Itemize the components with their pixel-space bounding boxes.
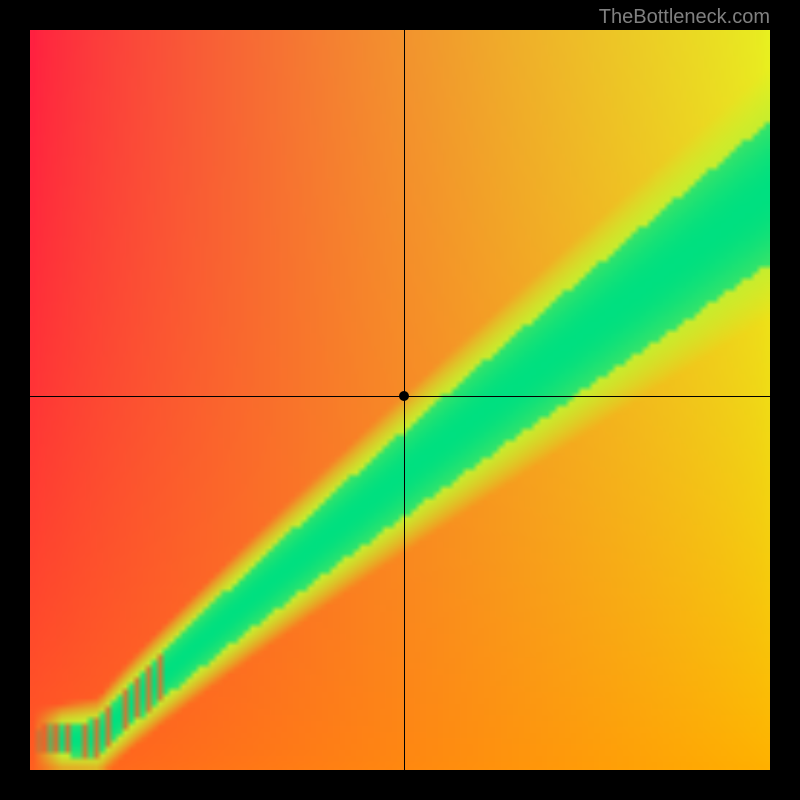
marker-dot [399,391,409,401]
watermark-text: TheBottleneck.com [599,6,770,29]
heatmap-plot-area [30,30,770,770]
